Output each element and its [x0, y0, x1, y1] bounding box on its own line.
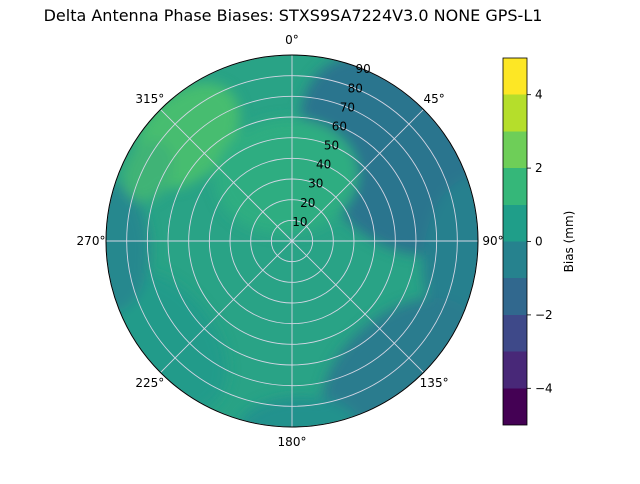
polar-grid-spoke — [160, 240, 293, 373]
theta-tick-label: 270° — [77, 234, 106, 248]
radial-tick-label: 60 — [332, 119, 347, 133]
polar-outline — [105, 54, 479, 428]
colorbar-tick-label: −2 — [535, 308, 553, 322]
colorbar — [502, 57, 528, 426]
colorbar-tick-label: 0 — [535, 235, 543, 249]
colorbar-tick-label: 4 — [535, 88, 543, 102]
bias-region-center-north-mild-high — [214, 118, 359, 235]
colorbar-tick-label: −4 — [535, 381, 553, 395]
theta-tick-label: 0° — [285, 33, 299, 47]
bias-region-upper-left-high-bias-2 — [122, 140, 174, 202]
radial-tick-label: 40 — [316, 158, 331, 172]
radial-tick-label: 20 — [300, 196, 315, 210]
theta-tick-label: 90° — [482, 234, 503, 248]
polar-grid-spoke — [291, 240, 424, 373]
radial-tick-label: 90 — [356, 62, 371, 76]
polar-grid-spoke — [160, 109, 293, 242]
radial-tick-label: 70 — [340, 100, 355, 114]
bias-region-right-rim-low-bias — [422, 176, 478, 337]
theta-tick-label: 315° — [135, 92, 164, 106]
polar-grid-spoke — [291, 109, 424, 242]
theta-tick-label: 135° — [420, 376, 449, 390]
radial-tick-label: 10 — [292, 215, 307, 229]
chart-title: Delta Antenna Phase Biases: STXS9SA7224V… — [43, 6, 543, 25]
radial-tick-label: 30 — [308, 177, 323, 191]
theta-tick-label: 225° — [135, 376, 164, 390]
bias-region-left-rim-low-bias — [106, 182, 150, 313]
colorbar-axis-label: Bias (mm) — [562, 211, 576, 273]
radial-tick-label: 50 — [324, 139, 339, 153]
colorbar-tick-label: 2 — [535, 161, 543, 175]
theta-tick-label: 45° — [423, 92, 444, 106]
polar-grid — [105, 54, 479, 428]
radial-tick-label: 80 — [348, 81, 363, 95]
theta-tick-label: 180° — [278, 435, 307, 449]
